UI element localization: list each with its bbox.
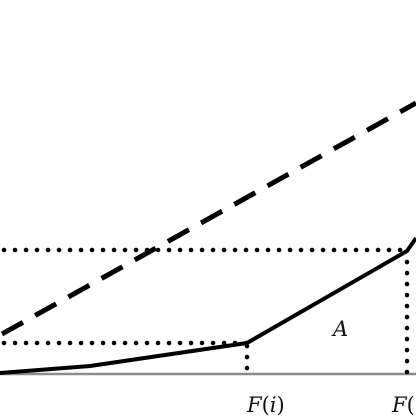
solid-piecewise-curve [0,236,416,375]
tick-label-1-open: ( [262,393,270,416]
tick-label-1-close: ) [277,393,285,416]
dashed-diagonal-line [0,100,416,337]
tick-label-2-fn: F [391,393,408,416]
tick-label-2: F( [391,393,415,416]
area-label: A [331,317,348,341]
tick-label-2-open: ( [407,393,415,416]
tick-label-1: F(i) [246,393,285,416]
tick-label-1-fn: F [246,393,263,416]
tick-label-1-arg: i [270,393,277,416]
